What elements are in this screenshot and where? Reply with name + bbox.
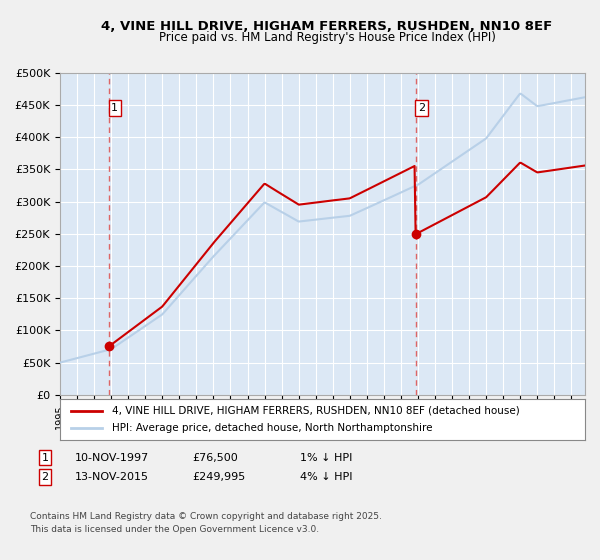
Text: HPI: Average price, detached house, North Northamptonshire: HPI: Average price, detached house, Nort… [113,423,433,433]
Text: 13-NOV-2015: 13-NOV-2015 [75,472,149,482]
Text: £76,500: £76,500 [192,452,238,463]
Text: 10-NOV-1997: 10-NOV-1997 [75,452,149,463]
Text: 4% ↓ HPI: 4% ↓ HPI [300,472,353,482]
Text: £249,995: £249,995 [192,472,245,482]
Text: 1: 1 [41,452,49,463]
Text: 4, VINE HILL DRIVE, HIGHAM FERRERS, RUSHDEN, NN10 8EF (detached house): 4, VINE HILL DRIVE, HIGHAM FERRERS, RUSH… [113,405,520,416]
Text: 2: 2 [418,103,425,113]
Text: 2: 2 [41,472,49,482]
Text: 1% ↓ HPI: 1% ↓ HPI [300,452,352,463]
Text: 1: 1 [112,103,118,113]
Text: 4, VINE HILL DRIVE, HIGHAM FERRERS, RUSHDEN, NN10 8EF: 4, VINE HILL DRIVE, HIGHAM FERRERS, RUSH… [101,20,553,32]
Text: Contains HM Land Registry data © Crown copyright and database right 2025.
This d: Contains HM Land Registry data © Crown c… [30,512,382,534]
Text: Price paid vs. HM Land Registry's House Price Index (HPI): Price paid vs. HM Land Registry's House … [158,31,496,44]
